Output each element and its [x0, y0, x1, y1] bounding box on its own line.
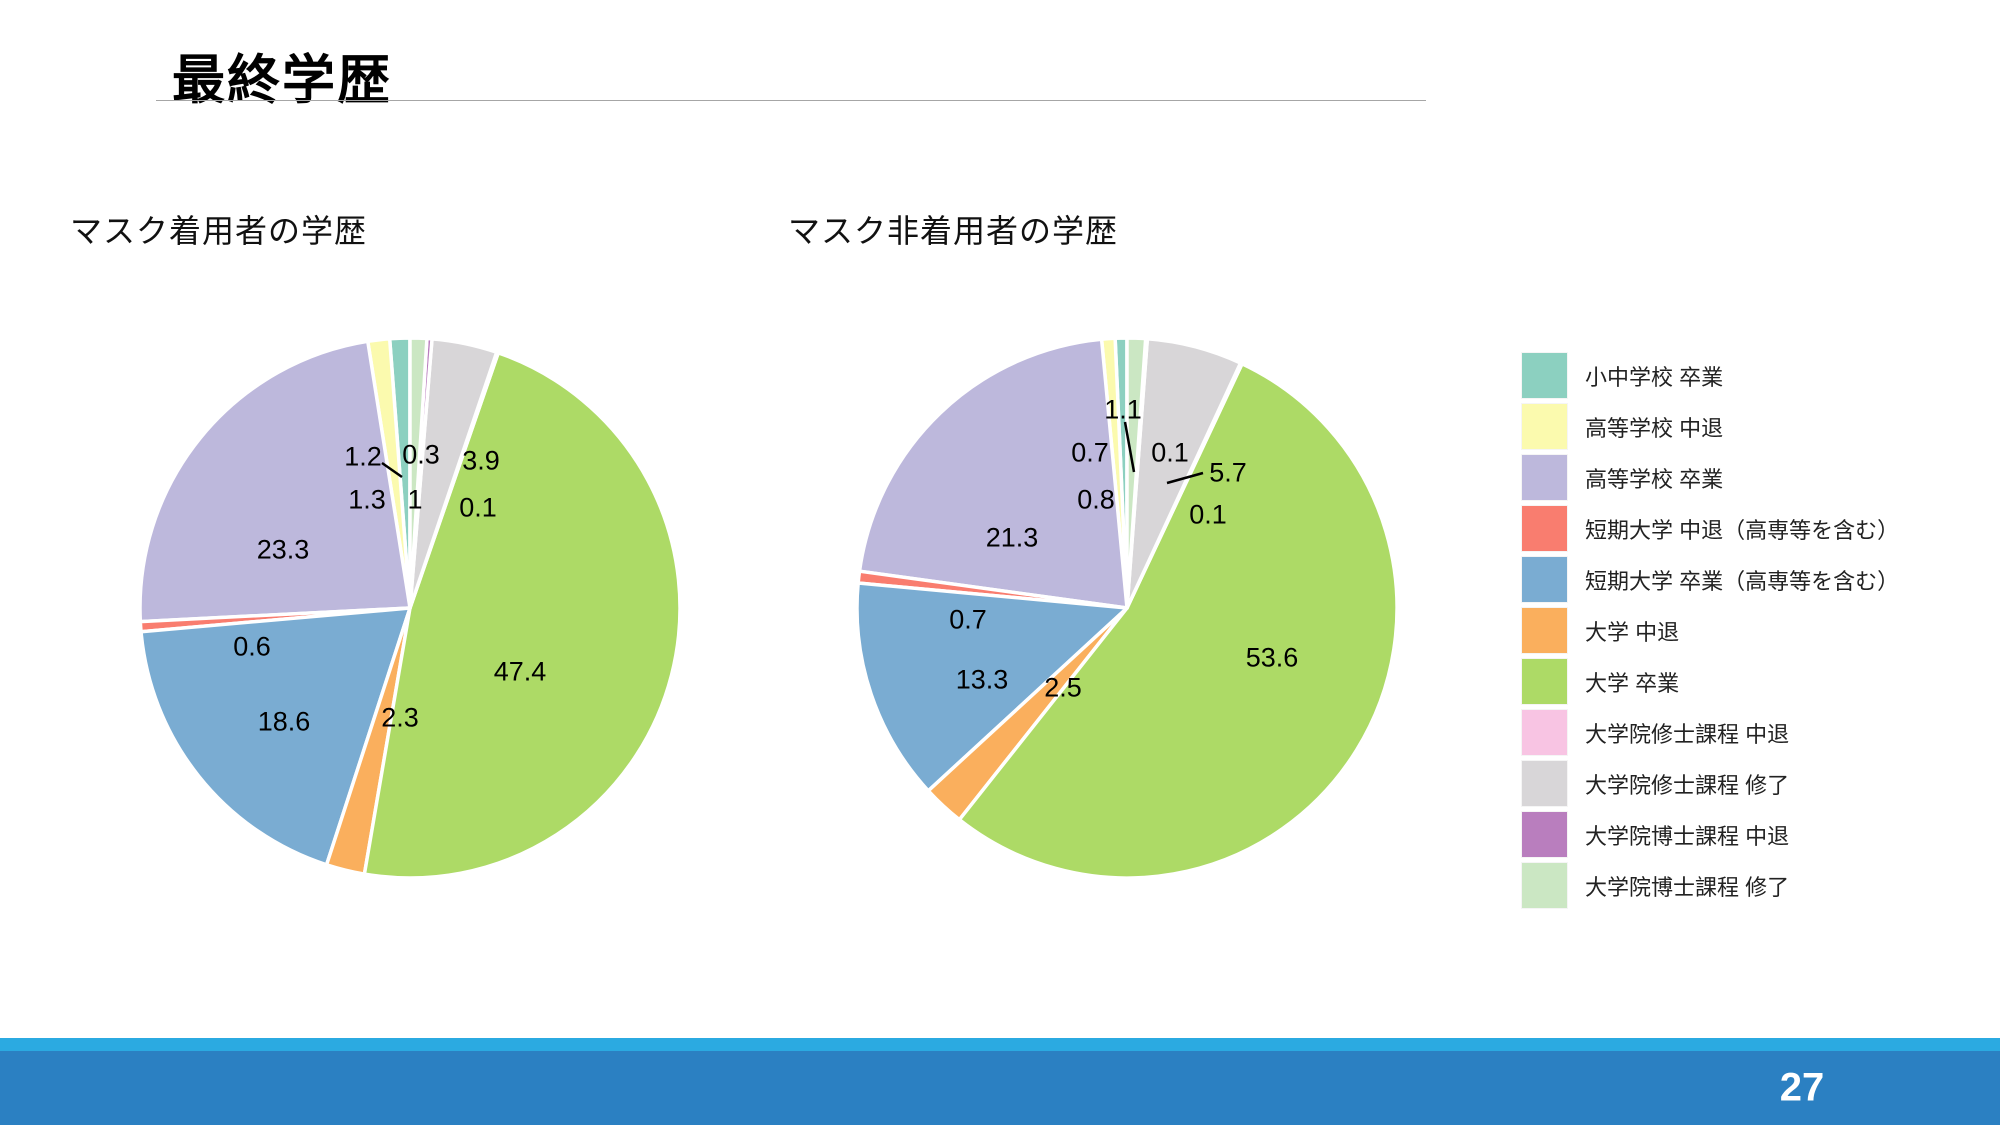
slice-value-label-1: 0.8	[1077, 484, 1115, 515]
legend-swatch-0	[1522, 353, 1567, 398]
slice-value-label-10: 1.1	[1104, 394, 1142, 425]
slice-value-label-6: 47.4	[493, 656, 547, 687]
slice-value-label-10: 1	[407, 484, 423, 515]
legend-item-6: 大学 卒業	[1522, 659, 1899, 704]
pie-svg-1	[855, 336, 1399, 880]
slice-value-label-7: 0.1	[459, 492, 497, 523]
footer-accent-bar	[0, 1038, 2000, 1051]
pie-slice-6	[957, 362, 1399, 880]
slice-value-label-9: 0.3	[402, 439, 440, 470]
legend-label-4: 短期大学 卒業（高専等を含む）	[1585, 568, 1900, 594]
legend-swatch-1	[1522, 404, 1567, 449]
legend-item-9: 大学院博士課程 中退	[1522, 812, 1899, 857]
slice-value-label-9: 0.1	[1151, 437, 1189, 468]
legend-item-8: 大学院修士課程 修了	[1522, 761, 1899, 806]
legend-swatch-7	[1522, 710, 1567, 755]
slice-value-label-0: 1.2	[344, 441, 382, 472]
title-underline	[156, 100, 1426, 101]
pie-svg-0	[138, 336, 682, 880]
pie-title-non-mask-wearers: マスク非着用者の学歴	[788, 213, 1119, 249]
legend-label-2: 高等学校 卒業	[1585, 466, 1724, 492]
legend-label-10: 大学院博士課程 修了	[1585, 874, 1790, 900]
legend-label-5: 大学 中退	[1585, 619, 1680, 645]
pie-slice-10	[1125, 336, 1148, 610]
label-leader-line	[1123, 421, 1136, 473]
legend-swatch-6	[1522, 659, 1567, 704]
legend: 小中学校 卒業 高等学校 中退 高等学校 卒業短期大学 中退（高専等を含む） 短期大学…	[1522, 353, 1899, 908]
page-title: 最終学歴	[172, 51, 392, 110]
pie-slice-2	[138, 339, 412, 624]
legend-label-3: 短期大学 中退（高専等を含む）	[1585, 517, 1900, 543]
pie-slice-4	[855, 581, 1129, 793]
label-leader-line	[381, 461, 403, 479]
legend-label-6: 大学 卒業	[1585, 670, 1680, 696]
legend-item-3: 短期大学 中退（高専等を含む）	[1522, 506, 1899, 551]
pie-slice-10	[408, 336, 429, 610]
slice-value-label-4: 18.6	[257, 706, 311, 737]
legend-item-0: 小中学校 卒業	[1522, 353, 1899, 398]
legend-swatch-10	[1522, 863, 1567, 908]
legend-item-7: 大学院修士課程 中退	[1522, 710, 1899, 755]
legend-label-8: 大学院修士課程 修了	[1585, 772, 1790, 798]
slice-value-label-2: 21.3	[985, 522, 1039, 553]
slice-value-label-7: 0.1	[1189, 499, 1227, 530]
legend-label-7: 大学院修士課程 中退	[1585, 721, 1790, 747]
legend-swatch-5	[1522, 608, 1567, 653]
legend-label-0: 小中学校 卒業	[1585, 364, 1724, 390]
footer-bar	[0, 1051, 2000, 1125]
slice-value-label-0: 0.7	[1071, 437, 1109, 468]
legend-swatch-3	[1522, 506, 1567, 551]
legend-swatch-8	[1522, 761, 1567, 806]
label-leader-line	[1166, 471, 1204, 485]
slice-value-label-8: 5.7	[1209, 457, 1247, 488]
legend-swatch-2	[1522, 455, 1567, 500]
legend-item-10: 大学院博士課程 修了	[1522, 863, 1899, 908]
slice-value-label-5: 2.3	[381, 702, 419, 733]
slice-value-label-3: 0.6	[233, 631, 271, 662]
slice-value-label-3: 0.7	[949, 604, 987, 635]
pie-slice-6	[362, 351, 682, 880]
pie-title-mask-wearers: マスク着用者の学歴	[70, 213, 368, 249]
slice-value-label-2: 23.3	[256, 534, 310, 565]
legend-item-5: 大学 中退	[1522, 608, 1899, 653]
legend-item-2: 高等学校 卒業	[1522, 455, 1899, 500]
legend-swatch-9	[1522, 812, 1567, 857]
slice-value-label-8: 3.9	[462, 445, 500, 476]
pie-slice-4	[139, 606, 412, 867]
slice-value-label-1: 1.3	[348, 484, 386, 515]
legend-label-9: 大学院博士課程 中退	[1585, 823, 1790, 849]
legend-label-1: 高等学校 中退	[1585, 415, 1724, 441]
legend-item-1: 高等学校 中退	[1522, 404, 1899, 449]
legend-swatch-4	[1522, 557, 1567, 602]
slice-value-label-6: 53.6	[1245, 642, 1299, 673]
pie-slice-2	[857, 337, 1129, 610]
page-number: 27	[1779, 1065, 1825, 1110]
slice-value-label-5: 2.5	[1044, 672, 1082, 703]
legend-item-4: 短期大学 卒業（高専等を含む）	[1522, 557, 1899, 602]
slice-value-label-4: 13.3	[955, 664, 1009, 695]
